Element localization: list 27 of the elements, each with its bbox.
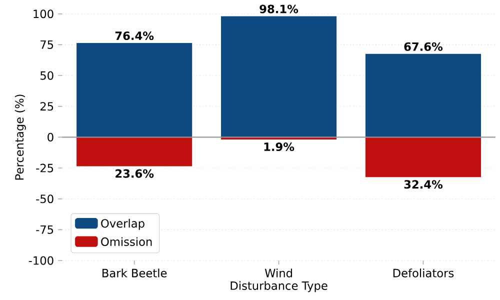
x-tick-label: Defoliators xyxy=(393,268,454,278)
bar xyxy=(365,137,482,178)
annotation: 23.6% xyxy=(116,169,154,178)
y-tick-label: -75 xyxy=(36,225,54,234)
legend-label: Overlap xyxy=(101,218,144,230)
y-tick-label: -100 xyxy=(28,256,54,265)
y-tick-label: -25 xyxy=(36,164,54,172)
data-label: 98.1% xyxy=(260,4,298,14)
legend-label: Omission xyxy=(101,237,152,246)
x-axis-title: Disturbance Type xyxy=(230,281,328,292)
x-tick-label: Bark Beetle xyxy=(102,268,167,278)
y-tick-label: 25 xyxy=(40,102,54,111)
bar xyxy=(365,54,482,138)
y-tick-label: 100 xyxy=(34,10,54,18)
bar xyxy=(76,42,192,138)
y-tick-label: 75 xyxy=(40,40,54,49)
data-label: 76.4% xyxy=(115,31,154,40)
x-tick-label: Wind xyxy=(264,268,292,278)
y-tick-label: 0 xyxy=(48,132,54,142)
y-tick-label: 50 xyxy=(40,71,54,80)
annotation: 32.4% xyxy=(404,180,443,189)
bar xyxy=(76,137,192,166)
y-axis-title: Percentage (%) xyxy=(14,94,26,180)
y-tick-label: -50 xyxy=(36,194,54,204)
annotation: 1.9% xyxy=(264,142,294,152)
data-label: 67.6% xyxy=(404,42,443,51)
bar xyxy=(221,16,337,138)
